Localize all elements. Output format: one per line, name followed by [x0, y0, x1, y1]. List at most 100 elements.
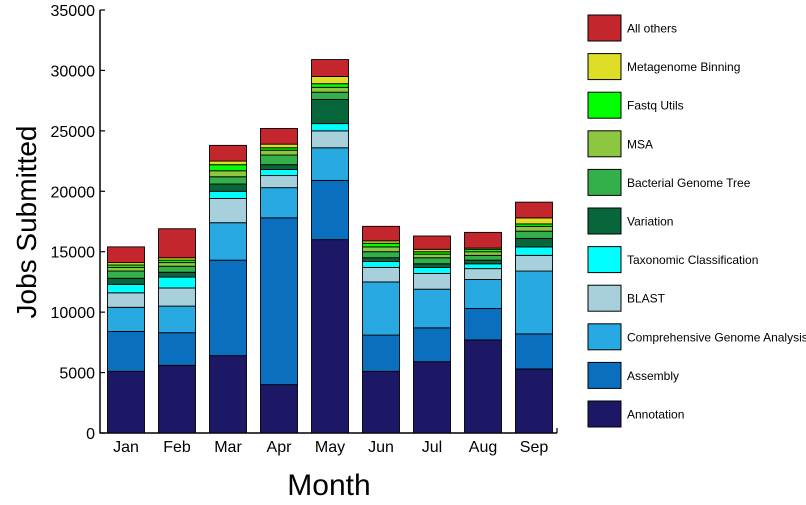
legend-swatch: [587, 400, 622, 428]
y-tick-label: 0: [86, 426, 95, 443]
bar-segment-comprehensive-genome-analysis: [209, 222, 247, 261]
legend-label: Assembly: [627, 369, 679, 383]
legend-item-all-others: All others: [587, 14, 677, 42]
bar-segment-all-others: [362, 225, 400, 242]
bar-segment-metagenome-binning: [209, 160, 247, 166]
bar-segment-assembly: [107, 331, 145, 372]
x-tick-label: Jul: [422, 439, 442, 456]
legend-label: Variation: [627, 215, 673, 229]
bar-segment-assembly: [413, 327, 451, 363]
bar-segment-blast: [260, 175, 298, 189]
y-tick-label: 5000: [59, 366, 95, 383]
bar-segment-comprehensive-genome-analysis: [158, 305, 196, 334]
bar-segment-blast: [311, 130, 349, 149]
bar-segment-annotation: [515, 368, 553, 434]
bar-segment-bacterial-genome-tree: [311, 91, 349, 100]
bar-segment-bacterial-genome-tree: [515, 230, 553, 239]
bar-segment-blast: [413, 273, 451, 290]
bar-segment-all-others: [158, 228, 196, 259]
bar-group-feb: [158, 228, 196, 434]
legend-label: Bacterial Genome Tree: [627, 176, 751, 190]
legend-item-fastq-utils: Fastq Utils: [587, 91, 684, 119]
bar-segment-annotation: [413, 361, 451, 434]
legend-swatch: [587, 323, 622, 351]
y-tick-label: 15000: [51, 245, 96, 262]
bar-segment-fastq-utils: [209, 164, 247, 172]
y-tick-label: 10000: [51, 305, 96, 322]
y-axis: 0 5000 10000 15000 20000 25000 30000 35000: [51, 3, 105, 443]
bar-segment-msa: [158, 262, 196, 267]
bar-group-jul: [413, 235, 451, 434]
y-tick-label: 35000: [51, 3, 96, 20]
bar-segment-variation: [311, 98, 349, 125]
legend-label: All others: [627, 22, 677, 36]
bar-segment-all-others: [413, 235, 451, 250]
bar-segment-variation: [107, 277, 145, 285]
legend-item-assembly: Assembly: [587, 361, 679, 389]
bar-segment-taxonomic-classification: [413, 266, 451, 274]
y-tick-label: 20000: [51, 184, 96, 201]
bar-segment-annotation: [311, 239, 349, 434]
bar-segment-blast: [107, 292, 145, 308]
bar-group-mar: [209, 144, 247, 434]
bar-segment-annotation: [260, 384, 298, 434]
legend-label: Comprehensive Genome Analysis: [627, 330, 806, 344]
x-axis-title: Month: [287, 469, 370, 502]
legend-item-comprehensive-genome-analysis: Comprehensive Genome Analysis: [587, 323, 806, 351]
bar-segment-bacterial-genome-tree: [464, 254, 502, 261]
bar-segment-msa: [311, 86, 349, 93]
bar-segment-assembly: [209, 259, 247, 357]
bar-group-jan: [107, 246, 145, 434]
bar-segment-msa: [413, 253, 451, 259]
bar-segment-taxonomic-classification: [515, 246, 553, 256]
bar-segment-assembly: [464, 308, 502, 341]
bar-segment-taxonomic-classification: [311, 123, 349, 132]
bar-segment-blast: [515, 254, 553, 272]
bar-segment-comprehensive-genome-analysis: [362, 281, 400, 336]
legend-swatch: [587, 91, 622, 119]
bar-segment-bacterial-genome-tree: [362, 251, 400, 259]
bar-segment-msa: [260, 149, 298, 156]
y-tick-label: 30000: [51, 63, 96, 80]
bar-segment-comprehensive-genome-analysis: [260, 187, 298, 219]
bar-segment-annotation: [362, 370, 400, 434]
bar-segment-bacterial-genome-tree: [209, 176, 247, 185]
x-tick-label: Jan: [113, 439, 139, 456]
legend: All others Metagenome Binning Fastq Utils M…: [587, 14, 806, 428]
legend-label: Annotation: [627, 408, 684, 422]
legend-swatch: [587, 53, 622, 81]
bar-segment-bacterial-genome-tree: [158, 265, 196, 273]
legend-swatch: [587, 361, 622, 389]
x-tick-label: May: [315, 439, 345, 456]
bar-segment-comprehensive-genome-analysis: [515, 270, 553, 335]
x-tick-label: Sep: [520, 439, 549, 456]
legend-label: Fastq Utils: [627, 99, 684, 113]
x-tick-label: Feb: [163, 439, 191, 456]
bar-segment-variation: [260, 164, 298, 170]
bar-segment-annotation: [107, 370, 145, 434]
bar-segment-assembly: [515, 333, 553, 370]
bar-group-sep: [515, 201, 553, 434]
bar-segment-fastq-utils: [362, 242, 400, 248]
bar-segment-taxonomic-classification: [362, 260, 400, 268]
bar-segment-metagenome-binning: [311, 76, 349, 85]
bar-group-apr: [260, 127, 298, 434]
legend-label: Metagenome Binning: [627, 60, 740, 74]
bar-segment-variation: [362, 257, 400, 262]
bar-segment-variation: [413, 263, 451, 268]
legend-item-annotation: Annotation: [587, 400, 684, 428]
bar-segment-metagenome-binning: [515, 217, 553, 225]
legend-item-variation: Variation: [587, 207, 673, 235]
legend-item-bacterial-genome-tree: Bacterial Genome Tree: [587, 168, 751, 196]
x-tick-label: Apr: [267, 439, 293, 456]
bar-segment-bacterial-genome-tree: [107, 270, 145, 279]
legend-swatch: [587, 207, 622, 235]
bar-segment-comprehensive-genome-analysis: [311, 147, 349, 181]
bar-segment-taxonomic-classification: [107, 283, 145, 294]
bar-segment-variation: [464, 259, 502, 265]
legend-label: BLAST: [627, 292, 666, 306]
bar-segment-comprehensive-genome-analysis: [464, 279, 502, 309]
bar-segment-all-others: [464, 231, 502, 249]
bar-segment-variation: [515, 237, 553, 248]
